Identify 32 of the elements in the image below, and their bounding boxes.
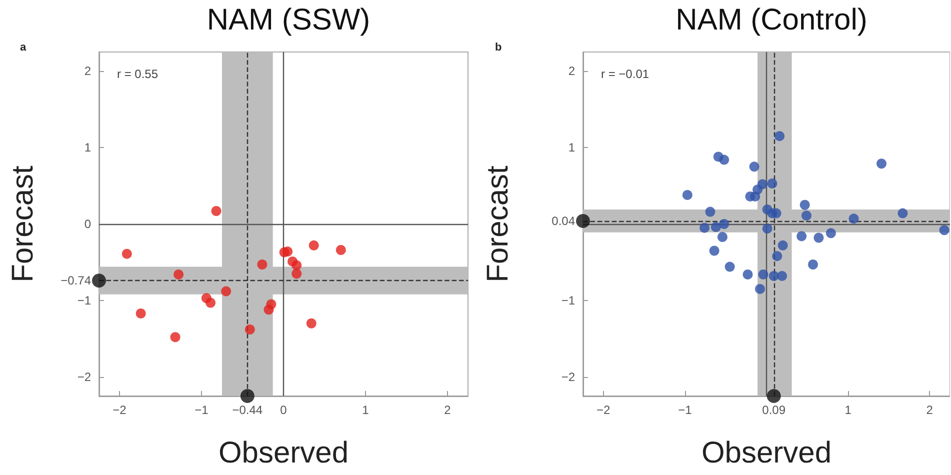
- text: a: [20, 42, 27, 54]
- annotation: r = 0.55: [117, 67, 158, 81]
- y-tick-label: −1: [77, 293, 92, 308]
- y-tick-label: 0.04: [552, 214, 576, 228]
- x-axis-title: Observed: [701, 436, 832, 470]
- x-tick-label: 0.09: [762, 403, 786, 417]
- x-tick-label: −1: [194, 403, 209, 417]
- x-tick-label: 2: [926, 403, 934, 417]
- y-tick-label: 2: [568, 64, 576, 78]
- y-tick-label: 1: [568, 140, 576, 155]
- chart-title: NAM (SSW): [206, 4, 370, 36]
- y-tick-label: 0: [84, 217, 92, 231]
- y-tick-label: −1: [561, 293, 576, 308]
- x-tick-label: 0: [280, 403, 288, 417]
- x-axis-title: Observed: [218, 436, 349, 470]
- annotation: r = −0.01: [601, 67, 650, 81]
- x-tick-label: −1: [678, 403, 692, 417]
- x-tick-label: 1: [844, 403, 852, 417]
- x-tick-label: −0.44: [232, 403, 263, 417]
- x-tick-label: 1: [362, 403, 370, 417]
- y-tick-label: −2: [77, 370, 92, 384]
- x-tick-label: 2: [444, 403, 452, 417]
- x-tick-label: −2: [112, 403, 127, 417]
- y-tick-label: 2: [84, 64, 92, 78]
- y-tick-label: 1: [84, 140, 92, 155]
- text: b: [495, 42, 502, 54]
- y-tick-label: −2: [561, 370, 576, 384]
- y-axis-title: Forecast: [482, 164, 514, 282]
- chart-title: NAM (Control): [676, 4, 868, 36]
- y-tick-label: −0.74: [60, 274, 92, 288]
- y-axis-title: Forecast: [6, 164, 40, 282]
- x-tick-label: −2: [596, 403, 611, 417]
